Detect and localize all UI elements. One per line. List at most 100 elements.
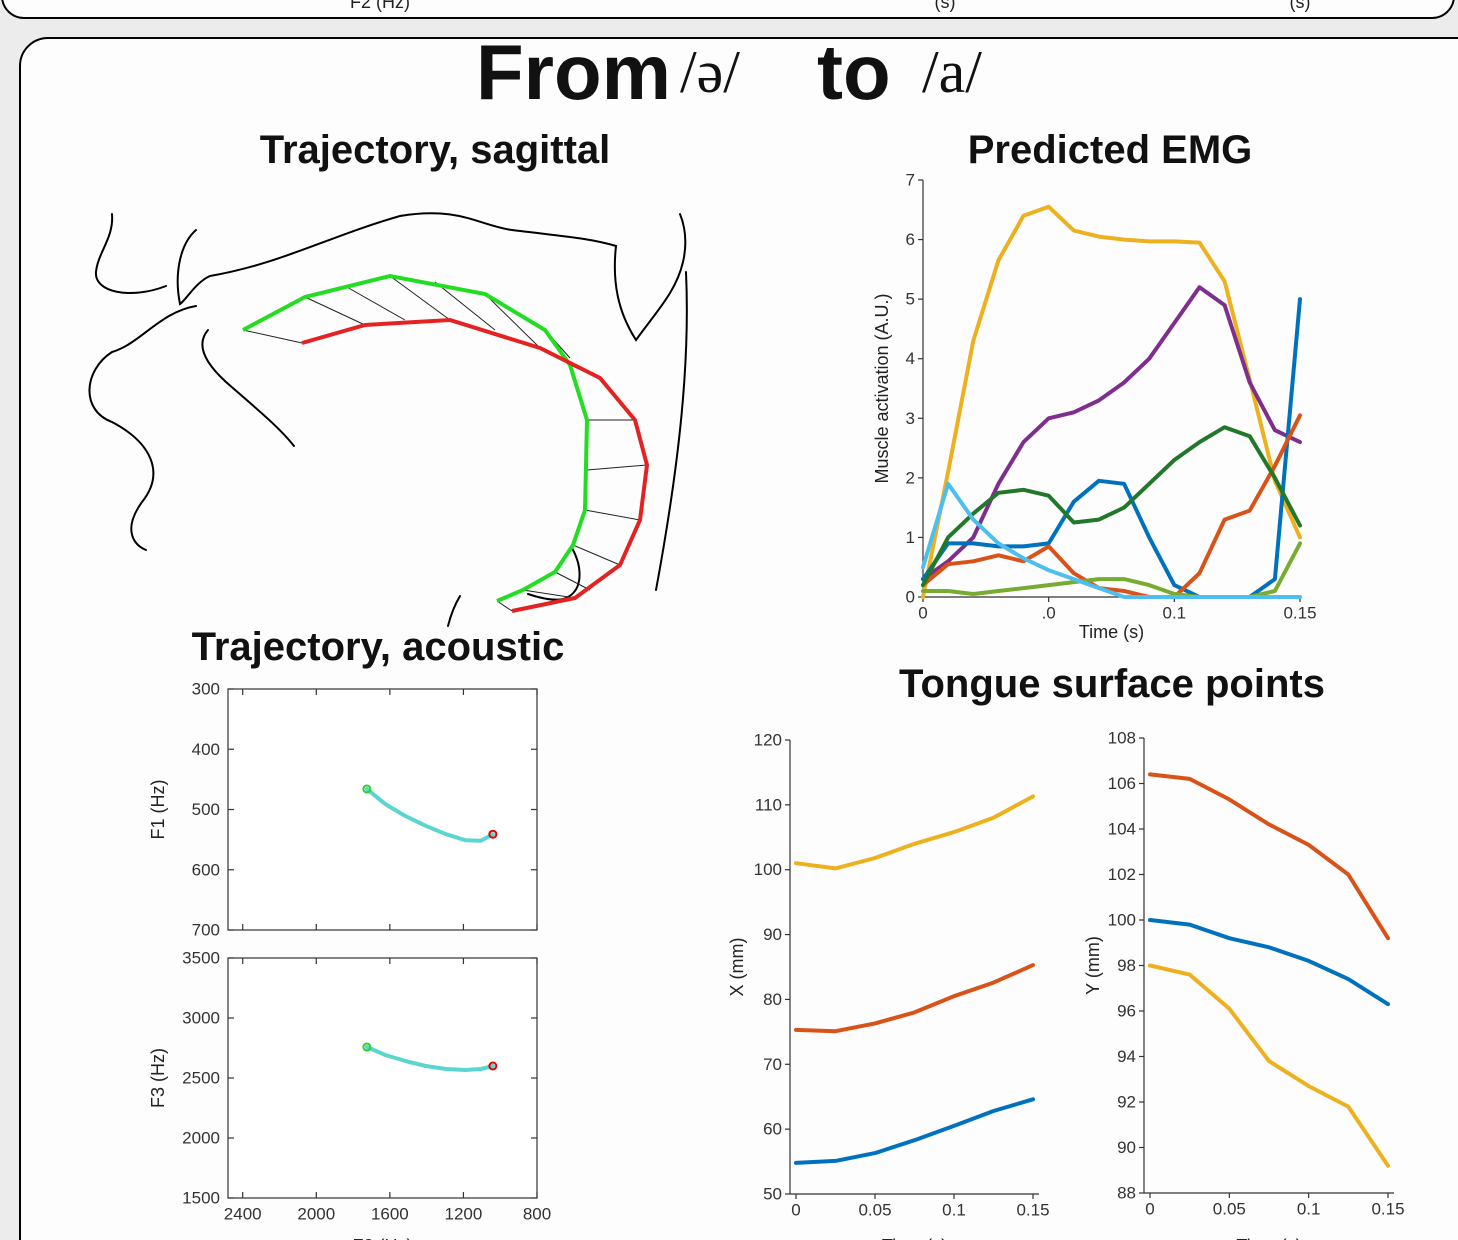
x-tick-label: 800 [523, 1205, 551, 1224]
end-marker [488, 829, 498, 839]
y-tick-label: 90 [1117, 1138, 1136, 1157]
plot-box [227, 957, 538, 1199]
y-tick-label: 60 [763, 1120, 782, 1139]
x-tick-label: 0 [1145, 1200, 1154, 1219]
panel [19, 37, 1458, 1240]
vocal-tract-outline [176, 212, 687, 342]
section-title: Predicted EMG [968, 128, 1253, 172]
data-line [921, 285, 1302, 582]
vocal-tract-outline [201, 329, 295, 447]
y-axis-label: F1 (Hz) [148, 780, 168, 840]
section-title: Trajectory, acoustic [192, 625, 565, 669]
y-tick-label: 98 [1117, 956, 1136, 975]
y-tick-label: 700 [192, 921, 220, 940]
cut-label: (s) [935, 0, 956, 12]
line-chart: 50 60 70 80 90 100 110 120 0 0.05 0.1 0.15 X (mm) Tim… [727, 731, 1050, 1240]
line-chart: 88 90 92 94 96 98 100 102 104 106 108 0 0.05 0.1 0.15 Y… [1083, 729, 1405, 1240]
x-tick-label: 0.05 [1213, 1200, 1246, 1219]
y-tick-label: 50 [763, 1185, 782, 1204]
data-line [921, 204, 1302, 599]
data-line [1148, 963, 1390, 1168]
start-marker [362, 784, 372, 794]
sagittal-diagram [88, 212, 688, 627]
x-tick-label: 1600 [371, 1205, 409, 1224]
y-tick-label: 3 [906, 409, 915, 428]
y-tick-label: 96 [1117, 1002, 1136, 1021]
x-tick-label: 0.1 [1297, 1200, 1321, 1219]
y-axis-label: Y (mm) [1083, 936, 1103, 995]
y-tick-label: 3500 [182, 949, 220, 968]
y-tick-label: 100 [754, 860, 782, 879]
y-tick-label: 3000 [182, 1009, 220, 1028]
tongue-end-contour [301, 317, 650, 613]
y-tick-label: 5 [906, 290, 915, 309]
data-line [921, 425, 1302, 588]
x-tick-label: .0 [1042, 604, 1056, 623]
cut-label: F2 (Hz) [350, 0, 410, 12]
y-tick-label: 600 [192, 860, 220, 879]
data-line [794, 794, 1035, 871]
y-tick-label: 0 [906, 588, 915, 607]
x-tick-label: 0 [791, 1201, 800, 1220]
data-line [1148, 918, 1390, 1007]
x-axis-label: Time (s) [1079, 622, 1144, 642]
x-tick-label: 2000 [297, 1205, 335, 1224]
x-axis-label: Time (s) [882, 1236, 947, 1240]
end-marker [488, 1061, 498, 1071]
y-tick-label: 7 [906, 171, 915, 190]
title-phoneme: /ə/ [680, 39, 740, 105]
data-line [364, 1045, 495, 1072]
cut-label: (s) [1290, 0, 1311, 12]
title-phoneme: /a/ [922, 39, 982, 105]
y-tick-label: 1 [906, 528, 915, 547]
vocal-tract-outline [88, 305, 197, 551]
y-tick-label: 120 [754, 731, 782, 750]
tongue-start-contour [242, 273, 590, 603]
y-tick-label: 110 [755, 795, 782, 814]
line-chart: 0 1 2 3 4 5 6 7 0 .0 0.1 0.15 Muscle activation (A.U… [872, 171, 1317, 643]
y-tick-label: 100 [1108, 911, 1136, 930]
y-tick-label: 94 [1117, 1047, 1136, 1066]
x-tick-label: 0.15 [1283, 604, 1316, 623]
x-tick-label: 0.05 [858, 1201, 891, 1220]
title-word: From [476, 28, 671, 116]
line-chart: 300 400 500 600 700 F1 (Hz) [148, 680, 538, 940]
data-line [794, 963, 1035, 1034]
start-marker [362, 1042, 372, 1052]
y-tick-label: 1500 [182, 1189, 220, 1208]
x-axis-label: F2 (Hz) [353, 1236, 413, 1240]
y-tick-label: 70 [763, 1055, 782, 1074]
tongue-connector [242, 275, 648, 612]
previous-panel [1, 0, 1455, 19]
vocal-tract-outline [447, 595, 461, 627]
data-line [921, 481, 1302, 599]
y-tick-label: 92 [1117, 1093, 1136, 1112]
data-line [794, 1097, 1035, 1165]
section-title: Tongue surface points [899, 662, 1325, 706]
y-tick-label: 80 [763, 990, 782, 1009]
y-tick-label: 300 [192, 680, 220, 699]
line-chart: 1500 2000 2500 3000 3500 2400 2000 1600 1200 800 F… [148, 949, 551, 1240]
data-line [364, 787, 495, 843]
x-axis-label: Time (s) [1236, 1236, 1301, 1240]
x-tick-label: 0 [918, 604, 927, 623]
x-tick-label: 1200 [445, 1205, 483, 1224]
y-axis-label: X (mm) [727, 938, 747, 997]
y-tick-label: 2000 [182, 1129, 220, 1148]
y-tick-label: 4 [906, 349, 915, 368]
panel-title: From /ə/ to /a/ [476, 28, 982, 116]
data-line [1148, 772, 1390, 941]
y-axis-label: Muscle activation (A.U.) [872, 293, 892, 483]
data-line [921, 413, 1302, 599]
y-tick-label: 88 [1117, 1184, 1136, 1203]
y-tick-label: 400 [192, 740, 220, 759]
x-tick-label: 0.15 [1016, 1201, 1049, 1220]
y-tick-label: 102 [1108, 865, 1136, 884]
y-tick-label: 108 [1108, 729, 1136, 748]
y-tick-label: 2500 [182, 1069, 220, 1088]
vocal-tract-outline [655, 271, 688, 591]
x-tick-label: 2400 [224, 1205, 262, 1224]
y-tick-label: 106 [1108, 774, 1136, 793]
